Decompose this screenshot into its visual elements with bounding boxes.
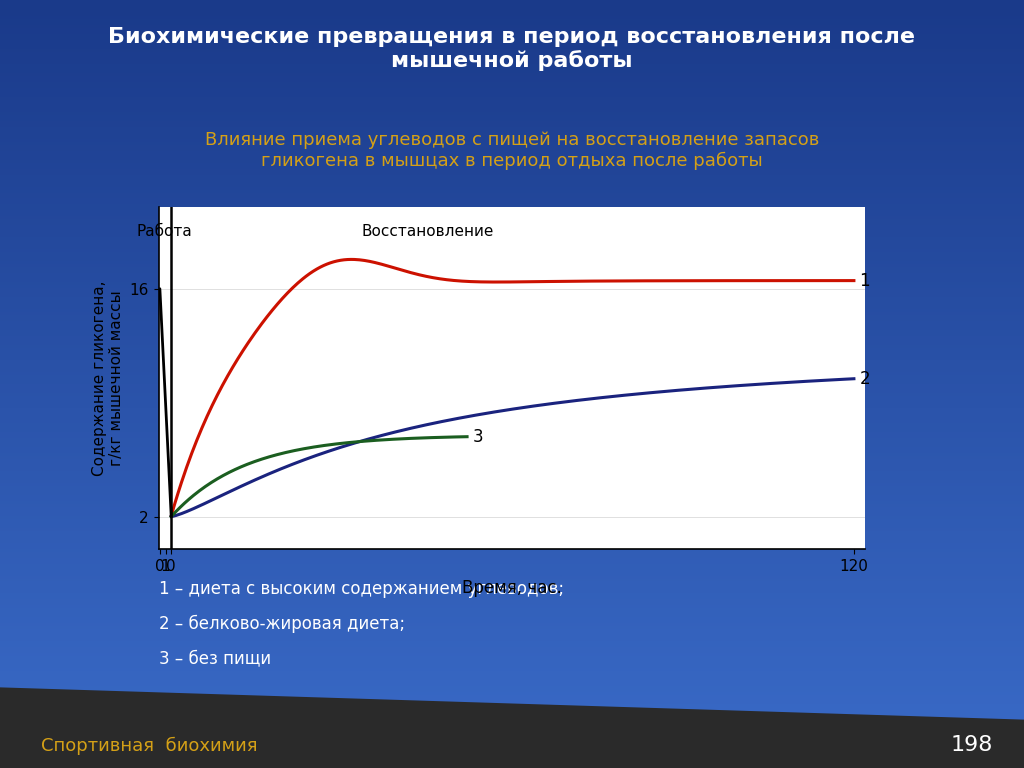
Text: 2: 2 xyxy=(859,369,870,388)
Text: Спортивная  биохимия: Спортивная биохимия xyxy=(41,737,257,754)
Y-axis label: Содержание гликогена,
г/кг мышечной массы: Содержание гликогена, г/кг мышечной масс… xyxy=(92,280,124,476)
Text: 2 – белково-жировая диета;: 2 – белково-жировая диета; xyxy=(159,614,404,633)
Text: 3 – без пищи: 3 – без пищи xyxy=(159,649,270,667)
Text: 3: 3 xyxy=(473,428,483,445)
Text: 198: 198 xyxy=(951,736,993,756)
Text: Восстановление: Восстановление xyxy=(361,223,494,239)
Text: 1 – диета с высоким содержанием углеводов;: 1 – диета с высоким содержанием углеводо… xyxy=(159,580,564,598)
Text: Работа: Работа xyxy=(136,223,193,239)
X-axis label: Время, час.: Время, час. xyxy=(462,579,562,598)
Text: Влияние приема углеводов с пищей на восстановление запасов
гликогена в мышцах в : Влияние приема углеводов с пищей на восс… xyxy=(205,131,819,170)
Text: 1: 1 xyxy=(859,272,870,290)
Polygon shape xyxy=(0,687,1024,768)
Text: Биохимические превращения в период восстановления после
мышечной работы: Биохимические превращения в период восст… xyxy=(109,27,915,71)
